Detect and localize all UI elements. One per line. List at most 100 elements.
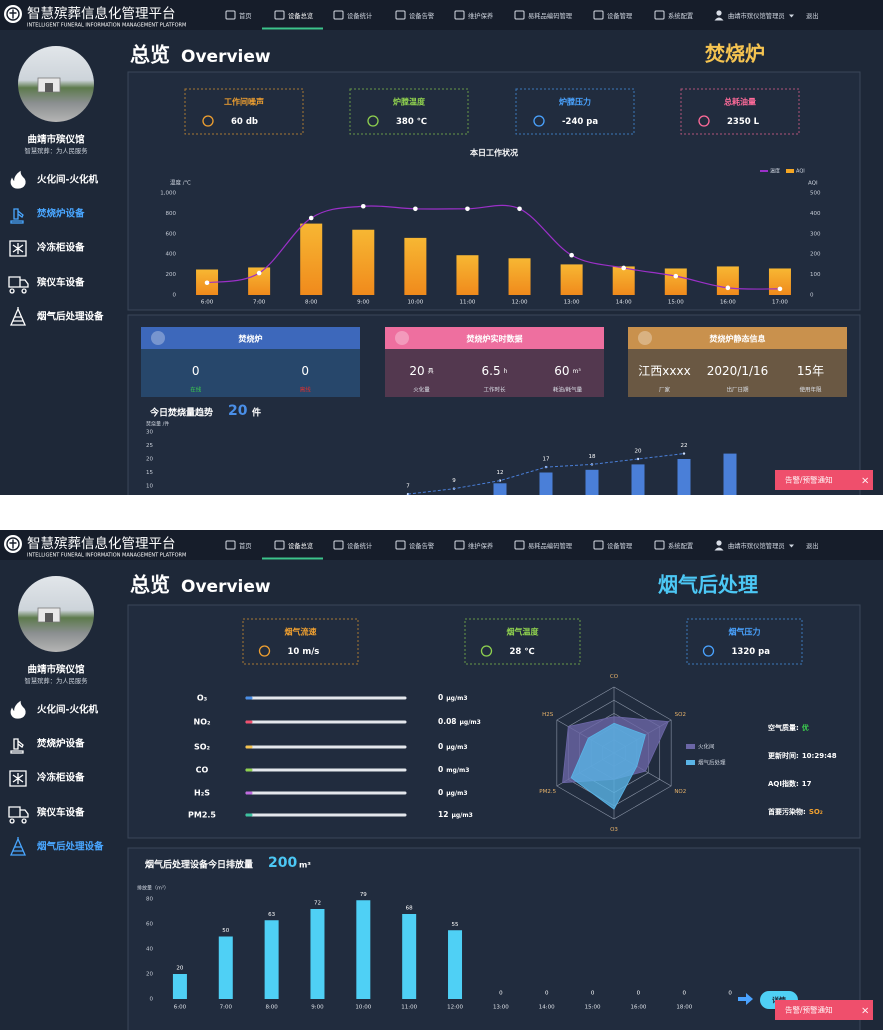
air-label: 首要污染物: xyxy=(768,807,806,816)
app-subtitle: INTELLIGENT FUNERAL INFORMATION MANAGEME… xyxy=(27,553,186,559)
legend-swatch xyxy=(686,760,695,765)
radar-axis-label: NO2 xyxy=(674,789,686,795)
card-title: 焚烧炉实时数据 xyxy=(466,334,523,344)
x-tick-label: 14:00 xyxy=(539,1005,555,1011)
air-row: 首要污染物: SO₂ xyxy=(768,807,823,816)
kpi-value: 1320 xyxy=(732,647,756,657)
page-title: 总览 xyxy=(130,573,170,597)
card-title: 焚烧炉 xyxy=(238,334,263,344)
alert-box[interactable] xyxy=(775,1000,873,1020)
panel xyxy=(127,71,861,311)
menu-item[interactable]: 冷冻柜设备 xyxy=(37,242,85,254)
section-title: 烟气后处理 xyxy=(658,573,758,597)
menu-item[interactable]: 焚烧炉设备 xyxy=(36,738,85,750)
menu-item[interactable]: 火化间-火化机 xyxy=(37,174,98,186)
panel xyxy=(127,847,861,1030)
kpi-box xyxy=(349,88,469,135)
nav-item[interactable]: 系统配置 xyxy=(668,11,693,20)
pollutant-name: NO₂ xyxy=(194,718,211,727)
y-tick-label: 15 xyxy=(146,470,153,476)
data-label: 12 xyxy=(497,470,504,476)
bar xyxy=(310,909,325,999)
kpi-box xyxy=(184,88,304,135)
kpi-value: 2350 xyxy=(727,117,751,127)
data-label: 0 xyxy=(591,991,595,997)
nav-item[interactable]: 设备统计 xyxy=(347,541,373,550)
nav-icon xyxy=(395,10,406,20)
bar xyxy=(631,464,645,495)
x-tick-label: 12:00 xyxy=(512,300,528,306)
alert-text[interactable]: 告警/预警通知 xyxy=(785,475,833,485)
pollutant-text: 0 μg/m3 xyxy=(438,693,468,702)
nav-item[interactable]: 易耗品编码管理 xyxy=(528,541,573,550)
nav-item[interactable]: 设备管理 xyxy=(607,541,633,550)
y-tick-label: 40 xyxy=(146,947,153,953)
bar xyxy=(264,920,279,999)
logo-mark xyxy=(9,9,17,19)
pollutant-text: 0 μg/m3 xyxy=(438,788,468,797)
bar xyxy=(612,266,635,295)
nav-item[interactable]: 设备告警 xyxy=(409,541,435,550)
alert-close[interactable]: × xyxy=(861,1006,869,1017)
alert-text[interactable]: 告警/预警通知 xyxy=(785,1005,833,1015)
radar-axis-label: O3 xyxy=(610,827,618,833)
alert-box[interactable] xyxy=(775,470,873,490)
nav-item[interactable]: 设备总览 xyxy=(288,11,313,20)
nav-item[interactable]: 维护保养 xyxy=(468,11,494,20)
pollutant-value: 0 xyxy=(438,765,443,774)
card-label: 使用年限 xyxy=(799,386,822,394)
nav-item[interactable]: 维护保养 xyxy=(468,541,494,550)
logout[interactable]: 退出 xyxy=(806,11,819,20)
nav-item[interactable]: 首页 xyxy=(239,11,252,20)
menu-item[interactable]: 焚烧炉设备 xyxy=(36,208,85,220)
header-bar xyxy=(0,0,883,30)
bar xyxy=(352,229,375,295)
y2-tick-label: 200 xyxy=(810,252,821,258)
user-name[interactable]: 曲靖市殡仪馆管理员 xyxy=(728,541,785,550)
bar xyxy=(300,223,323,295)
air-value: 优 xyxy=(802,723,809,732)
nav-item[interactable]: 设备统计 xyxy=(347,11,373,20)
card-title: 焚烧炉静态信息 xyxy=(709,334,766,344)
data-label: 55 xyxy=(452,922,459,928)
line-point xyxy=(725,285,731,291)
pollutant-text: 12 μg/m3 xyxy=(438,810,473,819)
page-title: 总览 xyxy=(130,43,170,67)
page-title-en: Overview xyxy=(181,577,271,597)
bar xyxy=(723,453,737,495)
nav-item[interactable]: 设备管理 xyxy=(607,11,633,20)
alert-close[interactable]: × xyxy=(861,476,869,487)
card-value: 0 xyxy=(301,364,309,378)
kpi-icon xyxy=(702,645,715,657)
nav-item[interactable]: 设备总览 xyxy=(288,541,313,550)
menu-item[interactable]: 烟气后处理设备 xyxy=(37,311,104,323)
card-body xyxy=(141,349,360,397)
y-tick-label: 1,000 xyxy=(160,191,176,197)
y-tick-label: 200 xyxy=(166,272,177,278)
menu-item[interactable]: 殡仪车设备 xyxy=(37,807,85,819)
bar xyxy=(716,266,739,295)
line-point xyxy=(636,457,640,461)
legend-label: 温度 xyxy=(770,168,780,175)
menu-item[interactable]: 烟气后处理设备 xyxy=(37,841,104,853)
nav-item[interactable]: 首页 xyxy=(239,541,252,550)
logout[interactable]: 退出 xyxy=(806,541,819,550)
menu-item[interactable]: 冷冻柜设备 xyxy=(37,772,85,784)
y2-tick-label: 400 xyxy=(810,211,821,217)
menu-item[interactable]: 殡仪车设备 xyxy=(37,277,85,289)
pollutant-text: 0.08 μg/m3 xyxy=(438,717,481,726)
x-tick-label: 10:00 xyxy=(355,1005,371,1011)
user-name[interactable]: 曲靖市殡仪馆管理员 xyxy=(728,11,785,20)
y-axis-label: 排放量（m³） xyxy=(137,885,169,892)
card-label: 离线 xyxy=(300,386,312,394)
nav-item[interactable]: 设备告警 xyxy=(409,11,435,20)
menu-icon xyxy=(10,738,24,754)
air-value: 10:29:48 xyxy=(802,752,837,760)
kpi-text: -240 pa xyxy=(562,117,598,127)
nav-item[interactable]: 易耗品编码管理 xyxy=(528,11,573,20)
kpi-text: 60 db xyxy=(231,117,258,127)
card-value: 60 xyxy=(554,364,569,378)
menu-item[interactable]: 火化间-火化机 xyxy=(37,704,98,716)
kpi-text: 2350 L xyxy=(727,117,760,127)
nav-item[interactable]: 系统配置 xyxy=(668,541,693,550)
